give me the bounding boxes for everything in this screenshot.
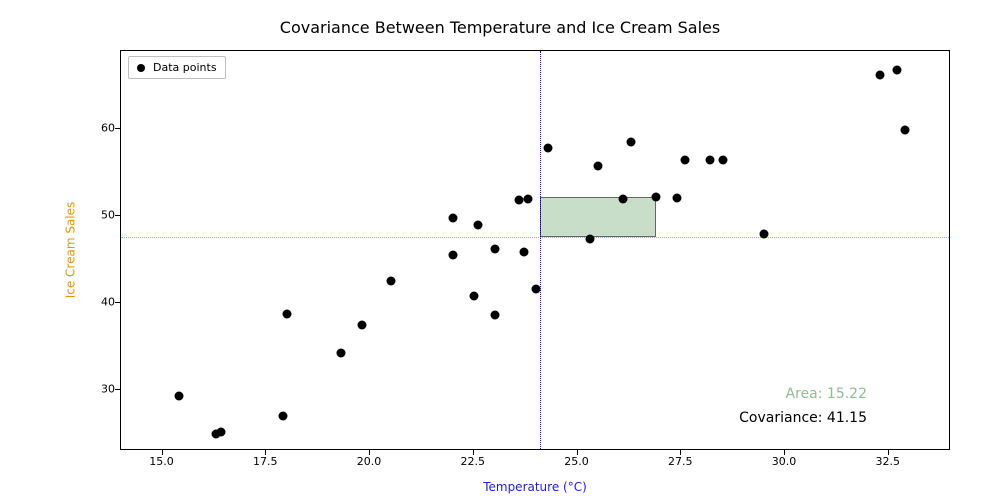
data-point [519,247,528,256]
covariance-annotation: Covariance: 41.15 [739,410,867,426]
legend: Data points [128,56,226,79]
x-tick-label: 30.0 [772,455,797,468]
x-axis-label: Temperature (°C) [120,480,950,494]
highlight-rect [540,197,656,237]
y-tick-label: 50 [85,209,115,222]
y-axis-label: Ice Cream Sales [60,50,80,450]
mean-x-line [540,51,541,449]
data-point [585,234,594,243]
x-tick-label: 20.0 [357,455,382,468]
data-point [386,277,395,286]
y-tick-mark [115,302,120,303]
data-point [706,155,715,164]
legend-marker-icon [137,64,145,72]
x-tick-label: 32.5 [876,455,901,468]
data-point [449,251,458,260]
data-point [175,392,184,401]
data-point [532,285,541,294]
data-point [490,245,499,254]
data-point [876,71,885,80]
data-point [901,126,910,135]
data-point [469,292,478,301]
data-point [627,138,636,147]
data-point [718,155,727,164]
data-point [673,193,682,202]
y-tick-mark [115,128,120,129]
y-tick-label: 60 [85,122,115,135]
legend-label: Data points [153,61,217,74]
figure: Covariance Between Temperature and Ice C… [0,0,1000,500]
data-point [357,320,366,329]
data-point [449,213,458,222]
x-tick-label: 27.5 [668,455,693,468]
data-point [473,220,482,229]
y-tick-label: 30 [85,383,115,396]
x-tick-label: 15.0 [149,455,174,468]
data-point [760,229,769,238]
data-point [544,144,553,153]
data-point [336,348,345,357]
x-tick-label: 22.5 [461,455,486,468]
data-point [619,194,628,203]
data-point [216,427,225,436]
x-tick-label: 17.5 [253,455,278,468]
data-point [594,161,603,170]
data-point [893,66,902,75]
data-point [523,194,532,203]
data-point [283,309,292,318]
y-tick-mark [115,215,120,216]
chart-title: Covariance Between Temperature and Ice C… [0,18,1000,37]
area-annotation: Area: 15.22 [786,386,867,402]
y-tick-mark [115,389,120,390]
data-point [490,311,499,320]
data-point [278,412,287,421]
y-tick-label: 40 [85,296,115,309]
data-point [681,155,690,164]
x-tick-label: 25.0 [564,455,589,468]
mean-y-line [121,237,949,238]
data-point [652,193,661,202]
